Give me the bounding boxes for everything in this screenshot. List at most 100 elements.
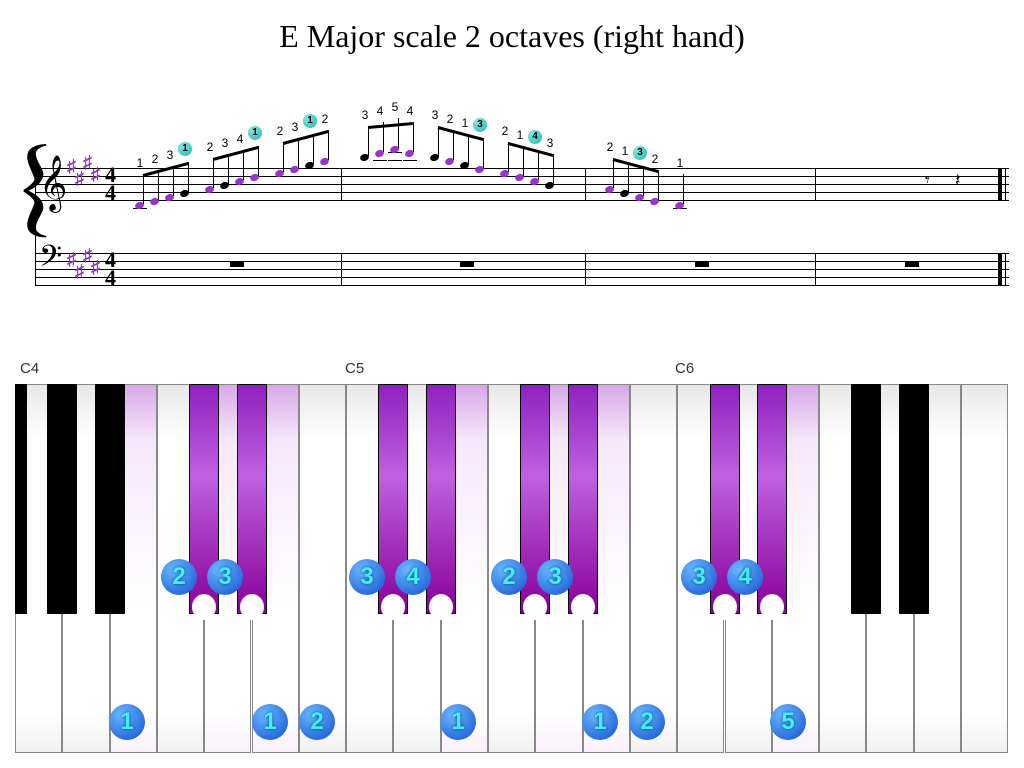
keyboard-fingering: 2 — [491, 559, 527, 595]
keyboard-fingering: 5 — [770, 704, 806, 740]
note-stem — [468, 134, 469, 164]
fingering-number: 3 — [359, 108, 371, 122]
bass-staff-line — [35, 269, 1009, 270]
quarter-rest: 𝄽 — [955, 170, 961, 191]
keyboard-fingering: 3 — [207, 559, 243, 595]
bass-clef-icon: 𝄢 — [39, 239, 62, 282]
keyboard-fingering: 1 — [440, 704, 476, 740]
fingering-number: 2 — [319, 112, 331, 126]
whole-rest — [905, 261, 919, 267]
note-stem — [313, 134, 314, 164]
white-key — [630, 384, 677, 753]
bass-staff-line — [35, 261, 1009, 262]
music-staff: 𝄔 𝄞𝄢♯♯♯♯♯♯♯♯4444123123412312345432132143… — [15, 90, 1009, 310]
barline — [341, 168, 342, 200]
keyboard-fingering: 1 — [582, 704, 618, 740]
piano-keyboard: C4C5C6 123123412312345 — [15, 360, 1009, 753]
note-stem — [658, 170, 659, 200]
final-barline — [998, 168, 1002, 200]
note-stem — [438, 126, 439, 156]
fingering-number: 2 — [444, 112, 456, 126]
note-stem — [228, 154, 229, 184]
key-cutout — [713, 594, 737, 620]
eighth-rest: 𝄾 — [925, 170, 930, 191]
keyboard-fingering: 4 — [395, 559, 431, 595]
note-stem — [613, 158, 614, 188]
bass-staff-line — [35, 253, 1009, 254]
page-title: E Major scale 2 octaves (right hand) — [0, 0, 1024, 55]
thumb-fingering-circle: 4 — [528, 130, 542, 144]
keyboard-fingering: 4 — [727, 559, 763, 595]
thumb-fingering-circle: 1 — [303, 114, 317, 128]
fingering-number: 4 — [374, 104, 386, 118]
fingering-number: 3 — [289, 120, 301, 134]
note-stem — [298, 138, 299, 168]
key-cutout — [571, 594, 595, 620]
final-barline — [998, 253, 1002, 285]
time-signature: 44 — [105, 166, 116, 201]
fingering-number: 3 — [219, 136, 231, 150]
note-stem — [628, 162, 629, 192]
fingering-number: 1 — [134, 156, 146, 170]
note-stem — [258, 146, 259, 176]
key-cutout — [240, 594, 264, 620]
white-key — [299, 384, 346, 753]
keyboard-fingering: 1 — [109, 704, 145, 740]
barline — [585, 168, 586, 200]
keyboard-fingering: 3 — [681, 559, 717, 595]
white-key — [961, 384, 1008, 753]
key-cutout — [760, 594, 784, 620]
fingering-number: 2 — [649, 152, 661, 166]
key-cutout — [429, 594, 453, 620]
note-stem — [683, 174, 684, 204]
fingering-number: 3 — [164, 148, 176, 162]
fingering-number: 4 — [234, 132, 246, 146]
fingering-number: 2 — [149, 152, 161, 166]
thumb-fingering-circle: 1 — [248, 126, 262, 140]
octave-label: C4 — [20, 360, 39, 377]
thumb-fingering-circle: 3 — [473, 118, 487, 132]
system-barline — [35, 168, 36, 285]
keyboard-fingering: 2 — [299, 704, 335, 740]
fingering-number: 2 — [499, 124, 511, 138]
note-stem — [643, 166, 644, 196]
note-stem — [158, 170, 159, 200]
note-stem — [483, 138, 484, 168]
ledger-line — [373, 160, 387, 161]
fingering-number: 3 — [429, 108, 441, 122]
thumb-fingering-circle: 1 — [178, 142, 192, 156]
bass-staff-line — [35, 277, 1009, 278]
barline — [1005, 168, 1006, 200]
bass-staff-line — [35, 285, 1009, 286]
thumb-fingering-circle: 3 — [633, 146, 647, 160]
note-stem — [143, 174, 144, 204]
fingering-number: 1 — [514, 128, 526, 142]
beam — [368, 122, 413, 129]
note-stem — [188, 162, 189, 192]
keyboard-fingering: 1 — [252, 704, 288, 740]
note-stem — [453, 130, 454, 160]
note-stem — [243, 150, 244, 180]
fingering-number: 3 — [544, 136, 556, 150]
note-stem — [328, 130, 329, 160]
fingering-number: 2 — [274, 124, 286, 138]
keyboard-fingering: 3 — [537, 559, 573, 595]
treble-staff-line — [35, 200, 1009, 201]
barline — [1005, 253, 1006, 285]
ledger-line — [388, 160, 402, 161]
black-key — [899, 384, 929, 614]
treble-clef-icon: 𝄞 — [39, 156, 67, 212]
barline — [815, 253, 816, 285]
black-key — [851, 384, 881, 614]
keyboard-fingering: 3 — [349, 559, 385, 595]
time-signature: 44 — [105, 251, 116, 286]
whole-rest — [230, 261, 244, 267]
note-stem — [213, 158, 214, 188]
keyboard-fingering: 2 — [629, 704, 665, 740]
note-stem — [553, 154, 554, 184]
note-stem — [173, 166, 174, 196]
fingering-number: 4 — [404, 104, 416, 118]
barline — [341, 253, 342, 285]
fingering-number: 2 — [604, 140, 616, 154]
octave-label: C5 — [345, 360, 364, 377]
